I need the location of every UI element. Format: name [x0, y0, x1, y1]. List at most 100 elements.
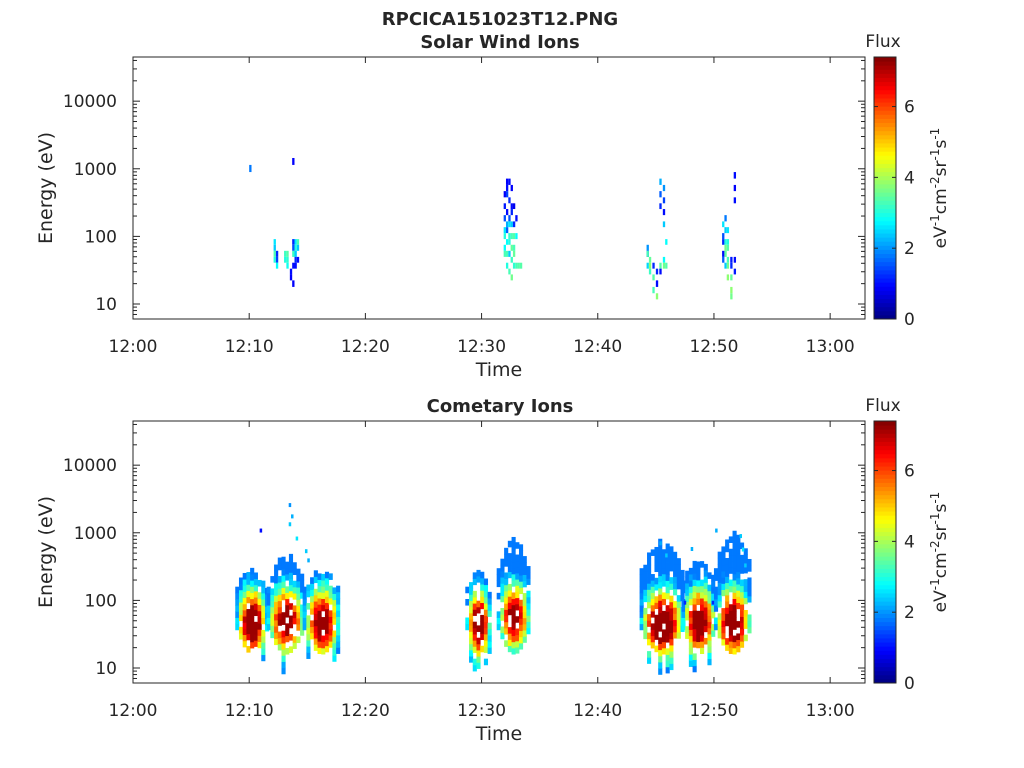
heatmap-cell	[661, 580, 667, 587]
heatmap-cell	[321, 647, 326, 655]
heatmap-cell	[510, 274, 513, 281]
heatmap-cell	[274, 576, 279, 584]
heatmap-cell	[650, 623, 655, 630]
colorbar-segment	[874, 126, 896, 132]
heatmap-cell	[658, 594, 663, 601]
heatmap-cell	[246, 646, 251, 653]
heatmap-cell	[700, 579, 705, 587]
heatmap-cell	[654, 620, 659, 628]
colorbar-segment	[874, 433, 896, 438]
heatmap-cell	[665, 574, 670, 581]
heatmap-cell	[317, 647, 322, 654]
heatmap-cell	[511, 592, 516, 600]
colorbar-segment	[874, 498, 896, 504]
heatmap-cell	[722, 233, 725, 240]
heatmap-cell	[717, 551, 722, 559]
heatmap-cell	[643, 564, 648, 572]
heatmap-cell	[673, 607, 678, 614]
heatmap-cell	[732, 580, 737, 587]
heatmap-cell	[505, 239, 509, 245]
x-tick-label: 12:30	[457, 337, 506, 357]
heatmap-cell	[736, 584, 741, 591]
heatmap-cell	[250, 629, 255, 637]
heatmap-cell	[730, 262, 733, 269]
heatmap-cell	[273, 256, 276, 263]
heatmap-cell	[511, 561, 516, 569]
heatmap-cell	[500, 577, 505, 584]
colorbar-segment	[874, 535, 896, 541]
heatmap-cell	[285, 592, 290, 600]
heatmap-cell	[658, 544, 663, 552]
colorbar-segment	[874, 572, 896, 578]
y-tick-label: 1000	[74, 524, 117, 544]
heatmap-cell	[739, 641, 745, 648]
heatmap-cell	[313, 613, 318, 621]
heatmap-cell	[511, 567, 516, 575]
heatmap-cell	[249, 164, 252, 173]
colorbar-tick-label: 2	[904, 603, 915, 623]
heatmap-cell	[648, 256, 652, 263]
colorbar-segment	[874, 478, 896, 483]
heatmap-cell	[650, 586, 655, 593]
y-tick-label: 10000	[63, 456, 117, 476]
axes: 12:00 12:10 12:20 12:30 12:40 12:50 13:00 10 100…	[63, 57, 865, 357]
colorbar-segment	[874, 629, 896, 635]
heatmap-cell	[659, 541, 662, 546]
heatmap-cell	[736, 547, 741, 554]
heatmap-cell	[692, 616, 697, 623]
heatmap-cell	[647, 564, 652, 572]
heatmap-cell	[515, 542, 520, 549]
heatmap-cell	[700, 641, 705, 648]
heatmap-cell	[703, 570, 708, 577]
heatmap-cell	[250, 641, 255, 649]
heatmap-cell	[242, 616, 247, 623]
heatmap-cell	[285, 648, 290, 655]
colorbar-segment	[874, 298, 896, 304]
y-tick-label: 10000	[63, 92, 117, 112]
heatmap-cell	[324, 633, 330, 640]
panel-cometary-ions: Cometary Ions 12:00 12:10 12:20 12:30 12:40 1…	[35, 396, 951, 745]
colorbar-segment	[874, 560, 896, 565]
heatmap-cell	[292, 157, 295, 165]
colorbar-segment	[874, 257, 896, 263]
heatmap-cell	[744, 563, 747, 568]
heatmap-cell	[665, 553, 668, 558]
heatmap-cell	[658, 563, 663, 570]
heatmap-cell	[476, 650, 481, 657]
heatmap-cell	[747, 589, 752, 597]
heatmap-cell	[313, 619, 318, 627]
heatmap-cell	[296, 636, 301, 644]
heatmap-cell	[515, 554, 520, 562]
heatmap-cell	[336, 647, 341, 654]
heatmap-cell	[713, 617, 719, 625]
heatmap-cell	[286, 250, 289, 257]
heatmap-cell	[292, 617, 297, 625]
heatmap-cell	[647, 620, 652, 627]
heatmap-cell	[728, 610, 733, 617]
heatmap-cell	[274, 589, 279, 596]
heatmap-cell	[235, 611, 240, 618]
heatmap-cell	[717, 619, 722, 627]
heatmap-cell	[515, 597, 520, 605]
colorbar-segment	[874, 609, 896, 614]
colorbar-segment	[874, 519, 896, 524]
heatmap-cell	[250, 611, 255, 618]
heatmap-cell	[292, 280, 295, 287]
heatmap-cell	[504, 640, 509, 647]
heatmap-cell	[696, 567, 701, 575]
heatmap-cell	[676, 632, 681, 639]
heatmap-cell	[515, 262, 518, 269]
heatmap-cell	[743, 622, 748, 629]
y-tick-label: 10	[95, 659, 117, 679]
heatmap-cell	[257, 598, 262, 606]
heatmap-cell	[332, 618, 337, 625]
heatmap-cell	[733, 184, 737, 192]
heatmap-cell	[281, 630, 286, 638]
heatmap-cell	[503, 250, 506, 257]
colorbar-segment	[874, 167, 896, 173]
heatmap-cell	[732, 623, 737, 630]
heatmap-cell	[328, 610, 333, 617]
colorbar-segment	[874, 531, 896, 537]
heatmap-cell	[707, 584, 712, 592]
heatmap-cell	[253, 609, 258, 617]
